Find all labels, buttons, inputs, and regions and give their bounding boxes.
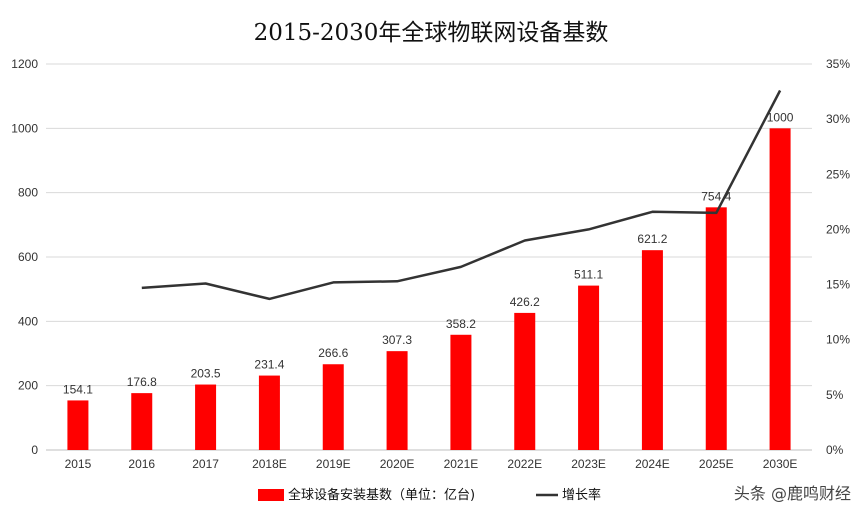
x-tick-label: 2030E xyxy=(763,457,798,471)
legend-bar-label: 全球设备安装基数（单位：亿台) xyxy=(288,487,475,503)
x-tick-label: 2025E xyxy=(699,457,734,471)
chart-title: 2015-2030年全球物联网设备基数 xyxy=(254,20,609,46)
legend: 全球设备安装基数（单位：亿台) 增长率 xyxy=(258,487,601,503)
bar-value-label: 203.5 xyxy=(191,367,221,381)
bar-value-label: 266.6 xyxy=(318,346,348,360)
bar xyxy=(322,364,344,450)
growth-line-series xyxy=(141,89,782,301)
watermark: 头条 @鹿鸣财经 xyxy=(734,484,851,503)
left-tick-label: 1000 xyxy=(11,121,38,135)
bar xyxy=(131,393,153,450)
bar xyxy=(641,250,663,450)
left-tick-label: 600 xyxy=(18,250,38,264)
bar-value-label: 511.1 xyxy=(574,268,603,282)
bar-value-label: 307.3 xyxy=(382,333,412,347)
bar xyxy=(195,384,217,450)
left-tick-label: 200 xyxy=(18,379,38,393)
left-tick-label: 400 xyxy=(18,314,38,328)
right-tick-label: 35% xyxy=(826,57,850,71)
x-tick-label: 2021E xyxy=(444,457,479,471)
legend-bar-swatch xyxy=(258,489,284,501)
bar xyxy=(769,128,791,451)
bar xyxy=(705,207,727,450)
bar xyxy=(258,375,280,450)
left-tick-label: 1200 xyxy=(11,57,38,71)
x-tick-label: 2023E xyxy=(571,457,606,471)
right-tick-label: 15% xyxy=(826,278,850,292)
bar-series xyxy=(67,128,791,451)
right-tick-label: 5% xyxy=(826,388,844,402)
bar-value-label: 231.4 xyxy=(254,358,284,372)
x-tick-label: 2024E xyxy=(635,457,670,471)
right-tick-label: 20% xyxy=(826,222,850,236)
x-tick-label: 2018E xyxy=(252,457,287,471)
bar xyxy=(514,312,536,450)
bar xyxy=(450,334,472,450)
x-tick-label: 2017 xyxy=(192,457,219,471)
x-tick-label: 2022E xyxy=(507,457,542,471)
x-tick-label: 2015 xyxy=(65,457,92,471)
bar-value-label: 621.2 xyxy=(637,232,667,246)
bar xyxy=(67,400,89,450)
left-tick-label: 800 xyxy=(18,186,38,200)
legend-line-label: 增长率 xyxy=(562,487,601,503)
bar-value-label: 154.1 xyxy=(63,382,93,396)
x-tick-label: 2016 xyxy=(128,457,155,471)
x-axis-ticks: 2015 2016 2017 2018E 2019E 2020E 2021E 2022E 202… xyxy=(65,457,798,471)
right-tick-label: 0% xyxy=(826,443,844,457)
x-tick-label: 2019E xyxy=(316,457,351,471)
right-axis-ticks: 0% 5% 10% 15% 20% 25% 30% 35% xyxy=(826,57,850,457)
bar-data-labels: 154.1 176.8 203.5 231.4 266.6 307.3 358.2 426.2… xyxy=(63,110,794,396)
bar-value-label: 176.8 xyxy=(127,375,157,389)
bar-value-label: 358.2 xyxy=(446,317,476,331)
left-tick-label: 0 xyxy=(31,443,38,457)
growth-line xyxy=(141,89,782,301)
right-tick-label: 30% xyxy=(826,112,850,126)
bar-value-label: 1000 xyxy=(767,110,794,124)
left-axis-ticks: 0 200 400 600 800 1000 1200 xyxy=(11,57,38,457)
right-tick-label: 10% xyxy=(826,333,850,347)
right-tick-label: 25% xyxy=(826,167,850,181)
bar-value-label: 426.2 xyxy=(510,295,540,309)
x-tick-label: 2020E xyxy=(380,457,415,471)
bar xyxy=(578,285,600,450)
gridlines xyxy=(46,63,812,451)
bar xyxy=(386,351,408,450)
